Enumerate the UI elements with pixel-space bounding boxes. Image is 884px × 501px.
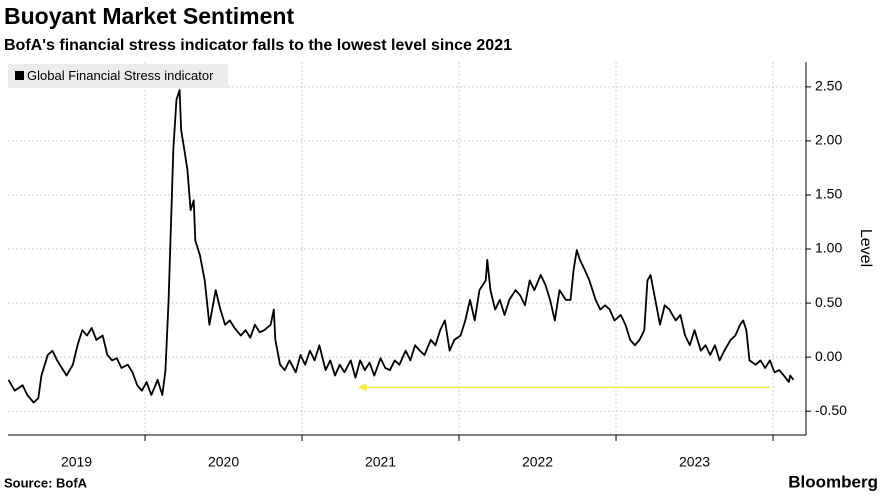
legend: Global Financial Stress indicator	[8, 64, 228, 88]
x-tick-label: 2020	[208, 454, 239, 470]
y-tick-label: -0.50	[815, 402, 847, 418]
y-axis-label: Level	[857, 229, 874, 267]
annotation-arrowhead	[358, 383, 367, 392]
source: Source: BofA	[4, 475, 88, 490]
y-tick-label: 0.00	[815, 348, 842, 364]
brand: Bloomberg	[788, 472, 878, 491]
chart-subtitle: BofA's financial stress indicator falls …	[4, 37, 512, 54]
x-tick-label: 2021	[365, 454, 396, 470]
x-tick-label: 2019	[61, 454, 92, 470]
chart-title: Buoyant Market Sentiment	[4, 3, 294, 29]
y-tick-label: 2.50	[815, 78, 842, 94]
x-tick-label: 2023	[679, 454, 710, 470]
y-tick-label: 2.00	[815, 132, 842, 148]
legend-box	[8, 64, 228, 88]
series-line	[7, 89, 795, 404]
x-tick-label: 2022	[522, 454, 553, 470]
legend-label: Global Financial Stress indicator	[27, 68, 214, 83]
y-tick-label: 0.50	[815, 294, 842, 310]
y-tick-label: 1.00	[815, 240, 842, 256]
y-tick-label: 1.50	[815, 186, 842, 202]
legend-swatch	[15, 71, 24, 80]
